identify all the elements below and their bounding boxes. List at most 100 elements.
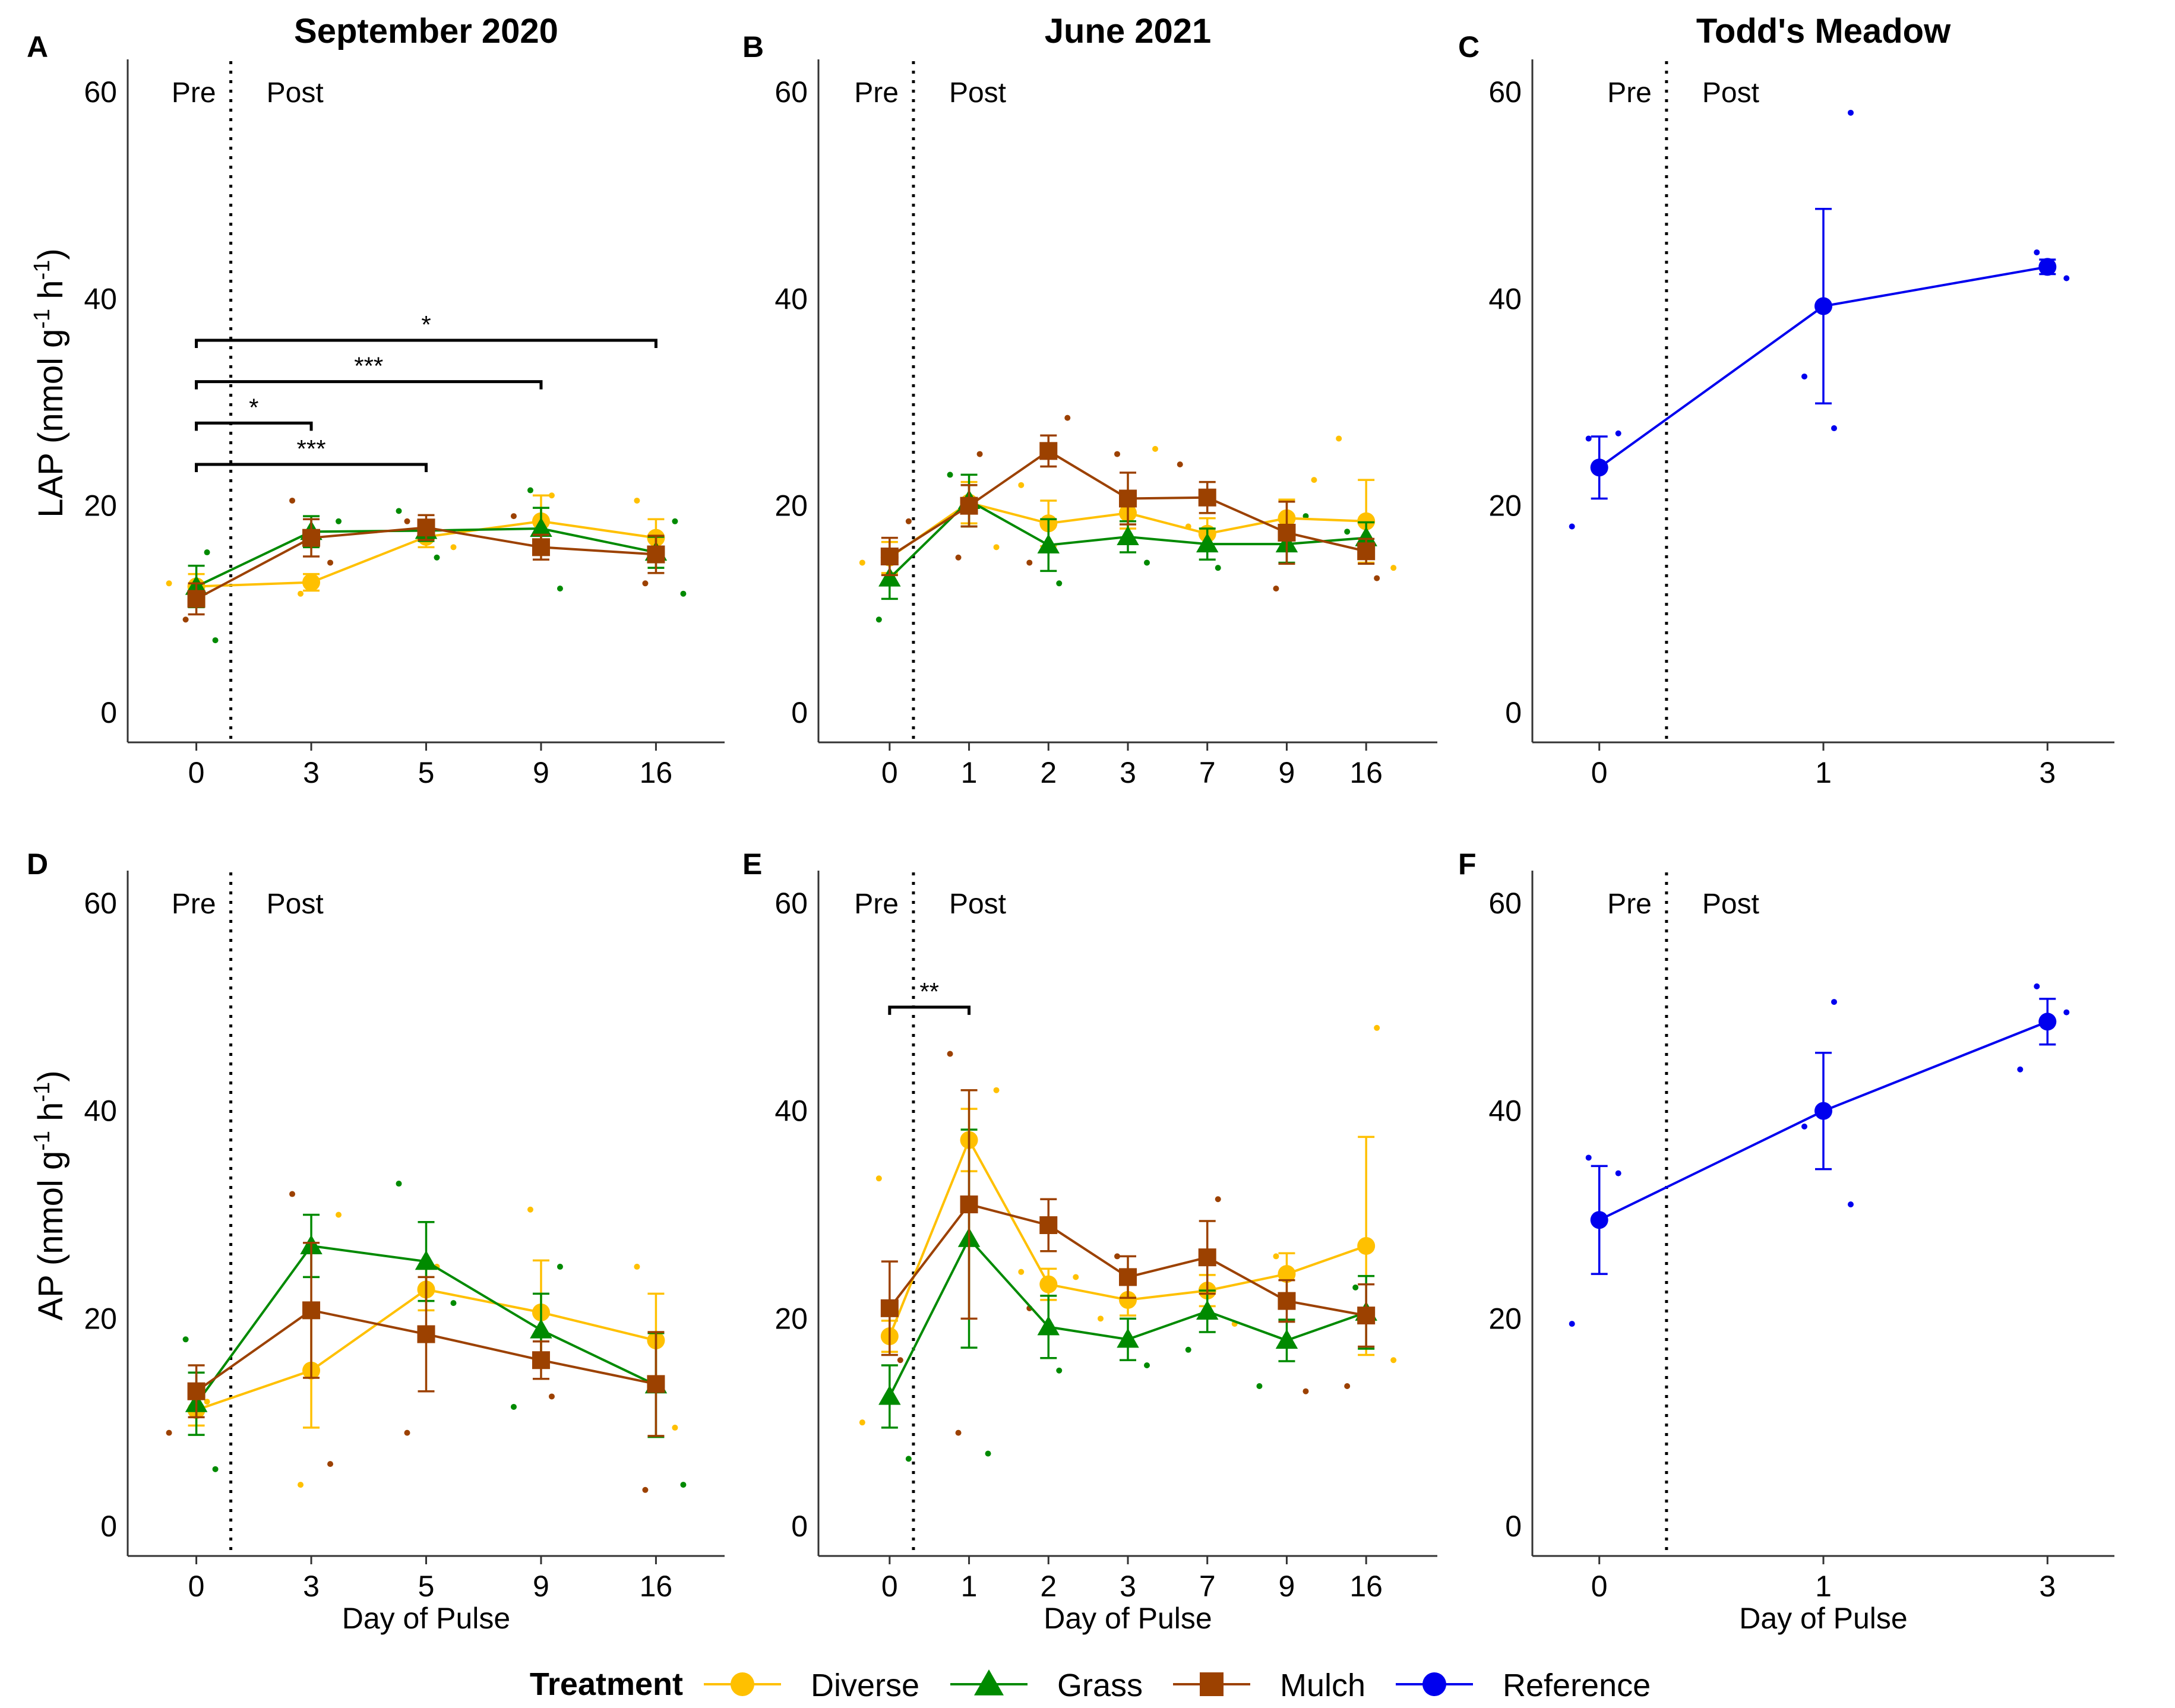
raw-point — [905, 1456, 912, 1462]
significance-label: * — [421, 311, 431, 339]
raw-point — [2034, 983, 2040, 989]
data-point-grass — [1117, 1328, 1139, 1348]
raw-point — [1615, 430, 1621, 437]
raw-point — [527, 1206, 533, 1213]
raw-point — [1114, 1253, 1120, 1260]
raw-point — [1801, 373, 1807, 379]
panel-letter: D — [27, 847, 48, 881]
x-tick-label: 3 — [303, 756, 320, 789]
x-tick-label: 0 — [188, 1570, 205, 1603]
raw-point — [1056, 1367, 1063, 1374]
raw-point — [1018, 482, 1025, 488]
raw-point — [1352, 1284, 1359, 1291]
raw-point — [212, 637, 219, 644]
raw-point — [2063, 275, 2070, 281]
y-tick-label: 40 — [84, 282, 117, 315]
x-tick-label: 3 — [1120, 1570, 1136, 1603]
raw-point — [1831, 999, 1837, 1005]
raw-point — [1344, 1383, 1351, 1389]
y-tick-label: 20 — [774, 489, 808, 523]
significance-bracket — [195, 463, 428, 472]
data-point-mulch — [1039, 1216, 1058, 1234]
raw-point — [1303, 1388, 1309, 1394]
panel-title: Todd's Meadow — [1696, 12, 1951, 50]
pre-label: Pre — [1607, 888, 1652, 920]
data-point-diverse — [1039, 1275, 1058, 1293]
legend-label: Diverse — [811, 1668, 919, 1703]
data-point-diverse — [302, 573, 321, 592]
raw-point — [1215, 1196, 1221, 1203]
x-tick-label: 9 — [533, 1570, 549, 1603]
series-mulch — [187, 1241, 665, 1437]
significance-label: *** — [354, 352, 383, 380]
significance-bracket — [195, 339, 657, 348]
legend-item-mulch: Mulch — [1173, 1668, 1365, 1703]
y-axis-label: LAP (nmol g-1 h-1) — [30, 248, 70, 517]
x-tick-label: 9 — [533, 756, 549, 789]
panel-b: 0 20 40 60 0 1 2 3 7 9 16 June 2021 B Pre Post — [742, 12, 1437, 789]
raw-point — [434, 554, 440, 561]
x-tick-label: 16 — [1349, 756, 1383, 789]
raw-point — [289, 497, 296, 504]
raw-point — [404, 518, 410, 524]
raw-point — [1064, 415, 1071, 421]
raw-point — [1311, 477, 1317, 483]
raw-point — [1585, 435, 1592, 442]
x-tick-label: 7 — [1199, 1570, 1216, 1603]
data-point-mulch — [532, 538, 550, 556]
data-point-mulch — [187, 1382, 206, 1400]
raw-point — [182, 1336, 189, 1343]
panel-d: 0 20 40 60 0 3 5 9 16 D AP (nmol g-1 h-1) Day of Pu… — [27, 847, 725, 1635]
raw-point — [976, 451, 983, 457]
legend-marker — [731, 1672, 754, 1696]
x-tick-label: 3 — [2039, 1570, 2056, 1603]
raw-point — [450, 544, 457, 551]
y-tick-label: 60 — [1488, 75, 1522, 109]
y-tick-label: 40 — [1488, 282, 1522, 315]
legend-label: Reference — [1503, 1668, 1651, 1703]
data-point-mulch — [302, 1301, 321, 1320]
raw-point — [985, 1450, 991, 1457]
raw-point — [327, 559, 334, 566]
y-tick-label: 60 — [84, 887, 117, 920]
series-reference — [1590, 208, 2057, 500]
data-point-reference — [2038, 1013, 2057, 1031]
data-point-mulch — [1039, 442, 1058, 460]
y-tick-label: 40 — [1488, 1095, 1522, 1128]
y-tick-label: 40 — [84, 1095, 117, 1128]
raw-point — [1098, 1315, 1104, 1322]
panel-f: 0 20 40 60 0 1 3 F Day of Pulse Pre Post — [1458, 847, 2114, 1635]
data-point-grass — [1117, 526, 1139, 545]
data-point-mulch — [417, 1325, 435, 1343]
raw-point — [875, 1175, 882, 1182]
data-point-diverse — [1357, 1236, 1376, 1255]
series-diverse — [187, 494, 665, 600]
panel-e: 0 20 40 60 0 1 2 3 7 9 16 E Day of Pulse Pre Post ** — [742, 847, 1437, 1635]
y-tick-label: 0 — [791, 696, 808, 729]
y-axis-label: AP (nmol g-1 h-1) — [30, 1070, 70, 1320]
data-point-mulch — [880, 548, 899, 566]
data-point-mulch — [1357, 1307, 1376, 1325]
y-tick-label: 20 — [84, 1302, 117, 1335]
significance-bracket — [888, 1005, 971, 1015]
legend-label: Mulch — [1280, 1668, 1365, 1703]
raw-point — [1390, 1357, 1397, 1364]
raw-point — [680, 1482, 687, 1488]
data-point-mulch — [1119, 489, 1137, 508]
data-point-grass — [1196, 533, 1219, 553]
data-point-mulch — [1198, 1248, 1216, 1267]
raw-point — [1336, 435, 1342, 442]
series-reference — [1590, 998, 2057, 1275]
raw-point — [1374, 1024, 1380, 1031]
y-tick-label: 20 — [774, 1302, 808, 1335]
raw-point — [634, 1263, 640, 1270]
x-tick-label: 1 — [1815, 756, 1832, 789]
data-point-reference — [1814, 1102, 1832, 1120]
raw-point — [1144, 1362, 1150, 1369]
panel-letter: B — [742, 30, 764, 64]
panel-letter: F — [1458, 847, 1477, 881]
panel-letter: C — [1458, 30, 1479, 64]
raw-point — [875, 616, 882, 623]
raw-point — [1585, 1155, 1592, 1161]
raw-point — [947, 472, 953, 478]
